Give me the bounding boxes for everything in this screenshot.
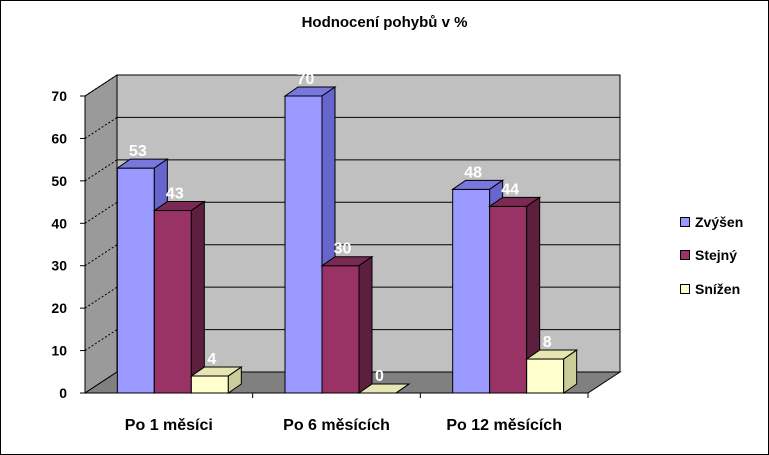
legend-item-zvysen: Zvýšen	[680, 213, 743, 231]
bar-side-stejny-po-6-mesicich	[358, 255, 373, 394]
y-tick-label: 60	[51, 130, 67, 146]
bar-zvysen-po-12-mesicich	[452, 188, 491, 394]
y-tick-label: 10	[51, 343, 67, 359]
value-label-zvysen-po-12-mesicich: 48	[464, 164, 482, 181]
bar-snizen-po-1-mesici	[190, 375, 229, 394]
bar-snizen-po-12-mesicich	[526, 358, 565, 394]
chart-title: Hodnocení pohybů v %	[301, 14, 468, 31]
value-label-snizen-po-1-mesici: 4	[207, 351, 216, 368]
y-tick-label: 50	[51, 173, 67, 189]
bar-zvysen-po-1-mesici	[116, 167, 155, 394]
y-tick-label: 0	[59, 385, 67, 401]
x-tick-label-po-1-mesici: Po 1 měsíci	[125, 417, 213, 434]
value-label-stejny-po-1-mesici: 43	[166, 186, 184, 203]
value-label-stejny-po-12-mesicich: 44	[501, 181, 519, 198]
value-label-zvysen-po-1-mesici: 53	[129, 143, 147, 160]
legend-label-stejny: Stejný	[695, 247, 738, 263]
legend-item-snizen: Snížen	[680, 280, 740, 298]
y-tick-label: 40	[51, 215, 67, 231]
value-label-zvysen-po-6-mesicich: 70	[297, 71, 315, 88]
value-label-snizen-po-12-mesicich: 8	[543, 334, 552, 351]
side-wall	[84, 74, 118, 394]
bar-side-snizen-po-1-mesici	[227, 366, 242, 394]
legend-swatch-snizen	[680, 284, 690, 294]
bar-stejny-po-12-mesicich	[489, 205, 528, 394]
legend-item-stejny: Stejný	[680, 246, 737, 264]
bar-side-stejny-po-1-mesici	[190, 200, 205, 394]
legend-label-zvysen: Zvýšen	[695, 214, 744, 230]
bar-stejny-po-1-mesici	[153, 210, 192, 394]
y-tick-label: 30	[51, 258, 67, 274]
bar-side-snizen-po-6-mesicich	[395, 383, 410, 394]
bar-side-snizen-po-12-mesicich	[563, 349, 578, 394]
bar-zvysen-po-6-mesicich	[284, 95, 323, 394]
x-tick-label-po-6-mesicich: Po 6 měsících	[283, 417, 390, 434]
bar-stejny-po-6-mesicich	[321, 265, 360, 394]
legend-swatch-stejny	[680, 250, 690, 260]
value-label-snizen-po-6-mesicich: 0	[375, 368, 384, 385]
y-tick-label: 20	[51, 300, 67, 316]
x-tick-label-po-12-mesicich: Po 12 měsících	[446, 417, 562, 434]
value-label-stejny-po-6-mesicich: 30	[334, 241, 352, 258]
legend-label-snizen: Snížen	[695, 281, 741, 297]
y-tick-label: 70	[51, 88, 67, 104]
legend-swatch-zvysen	[680, 217, 690, 227]
